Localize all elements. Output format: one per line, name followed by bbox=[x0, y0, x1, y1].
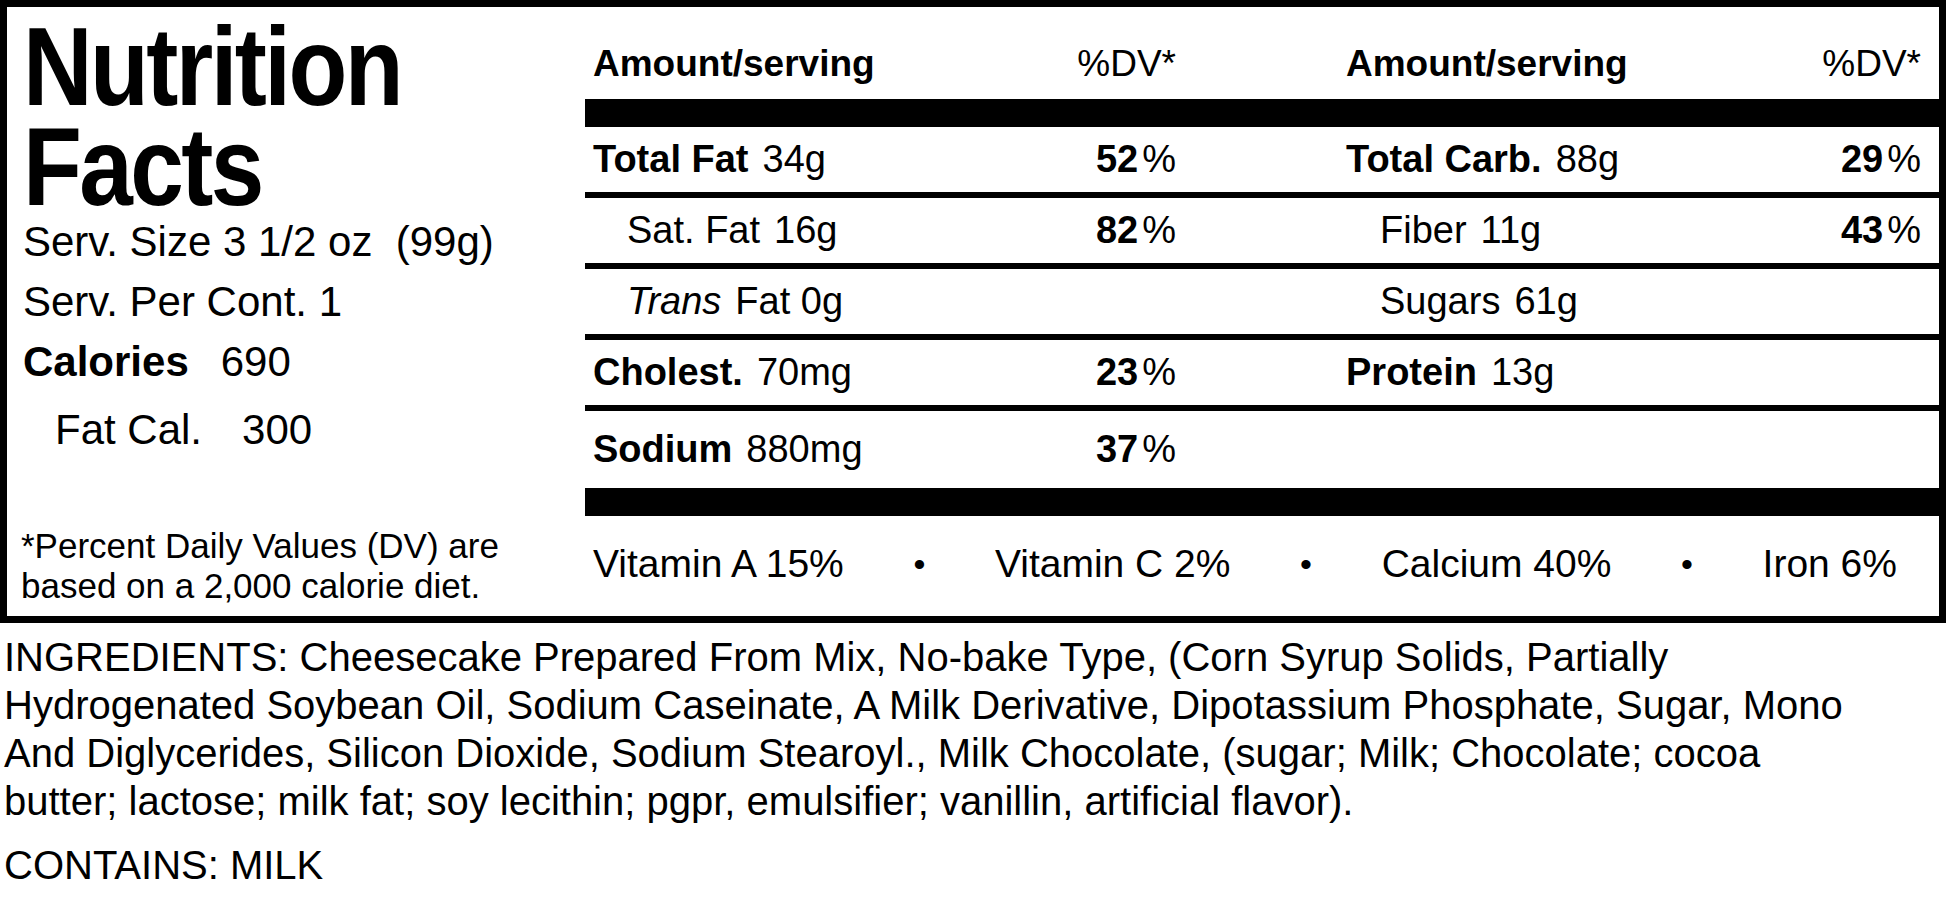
dv-percent-sign: % bbox=[1142, 209, 1176, 251]
nutrient-table: Amount/serving %DV* Amount/serving %DV* … bbox=[585, 7, 1939, 616]
cholesterol-dv: 23% bbox=[1010, 351, 1182, 394]
calcium-value: Calcium 40% bbox=[1382, 542, 1612, 586]
header-amount-serving-right: Amount/serving bbox=[1182, 43, 1702, 85]
nutrient-amount: 88g bbox=[1556, 138, 1619, 180]
dv-number: 23 bbox=[1096, 351, 1138, 393]
servings-per-container: Serv. Per Cont. 1 bbox=[23, 277, 585, 327]
table-row-sat-fat-fiber: Sat. Fat 16g 82% Fiber 11g 43% bbox=[585, 198, 1939, 269]
table-header-row: Amount/serving %DV* Amount/serving %DV* bbox=[585, 7, 1939, 99]
dv-number: 43 bbox=[1841, 209, 1883, 251]
nutrition-label-page: Nutrition Facts Serv. Size 3 1/2 oz (99g… bbox=[0, 0, 1946, 905]
total-carb-cell: Total Carb. 88g bbox=[1182, 138, 1702, 181]
nutrient-name: Sat. Fat bbox=[627, 209, 760, 251]
table-row-trans-fat-sugars: Trans Fat 0g Sugars 61g bbox=[585, 269, 1939, 340]
nutrition-facts-panel: Nutrition Facts Serv. Size 3 1/2 oz (99g… bbox=[0, 0, 1946, 623]
fat-calories-value: 300 bbox=[242, 406, 312, 453]
total-fat-dv: 52% bbox=[1010, 138, 1182, 181]
label-left-panel: Nutrition Facts Serv. Size 3 1/2 oz (99g… bbox=[7, 7, 585, 616]
bullet-separator: • bbox=[913, 545, 925, 584]
nutrient-name: Cholest. bbox=[593, 351, 743, 393]
nutrient-name: Sodium bbox=[593, 428, 732, 470]
nutrient-amount: Fat 0g bbox=[735, 280, 843, 322]
title-line-1: Nutrition bbox=[23, 17, 506, 117]
nutrient-amount: 880mg bbox=[746, 428, 862, 470]
nutrient-amount: 13g bbox=[1491, 351, 1554, 393]
nutrient-amount: 16g bbox=[774, 209, 837, 251]
trans-fat-cell: Trans Fat 0g bbox=[585, 280, 1010, 323]
header-amount-serving-left: Amount/serving bbox=[585, 43, 1010, 85]
table-row-cholesterol-protein: Cholest. 70mg 23% Protein 13g bbox=[585, 340, 1939, 411]
total-carb-dv: 29% bbox=[1702, 138, 1939, 181]
fat-calories-label: Fat Cal. bbox=[55, 406, 202, 453]
nutrient-name: Total Fat bbox=[593, 138, 749, 180]
ingredients-line-2: Hydrogenated Soybean Oil, Sodium Caseina… bbox=[4, 681, 1944, 729]
vitamins-divider-bar bbox=[585, 488, 1939, 516]
nutrient-amount: 61g bbox=[1514, 280, 1577, 322]
ingredients-line-3: And Diglycerides, Silicon Dioxide, Sodiu… bbox=[4, 729, 1944, 777]
fiber-cell: Fiber 11g bbox=[1182, 209, 1702, 252]
header-dv-left: %DV* bbox=[1010, 43, 1182, 85]
calories-line: Calories 690 bbox=[23, 337, 585, 387]
ingredients-line-1: INGREDIENTS: Cheesecake Prepared From Mi… bbox=[4, 633, 1944, 681]
dv-percent-sign: % bbox=[1887, 209, 1921, 251]
nutrient-name: Sugars bbox=[1380, 280, 1500, 322]
bullet-separator: • bbox=[1681, 545, 1693, 584]
dv-number: 82 bbox=[1096, 209, 1138, 251]
vitamin-a-value: Vitamin A 15% bbox=[593, 542, 844, 586]
vitamins-minerals-row: Vitamin A 15% • Vitamin C 2% • Calcium 4… bbox=[585, 516, 1939, 616]
protein-dv bbox=[1702, 351, 1939, 394]
dv-percent-sign: % bbox=[1142, 351, 1176, 393]
header-divider-bar bbox=[585, 99, 1939, 127]
dv-percent-sign: % bbox=[1887, 138, 1921, 180]
dv-percent-sign: % bbox=[1142, 138, 1176, 180]
sat-fat-cell: Sat. Fat 16g bbox=[585, 209, 1010, 252]
sugars-dv bbox=[1702, 280, 1939, 323]
vitamin-c-value: Vitamin C 2% bbox=[995, 542, 1231, 586]
cholesterol-cell: Cholest. 70mg bbox=[585, 351, 1010, 394]
sodium-cell: Sodium 880mg bbox=[585, 428, 1010, 471]
nutrient-amount: 34g bbox=[763, 138, 826, 180]
nutrient-name: Total Carb. bbox=[1346, 138, 1542, 180]
ingredients-section: INGREDIENTS: Cheesecake Prepared From Mi… bbox=[4, 633, 1944, 889]
sat-fat-dv: 82% bbox=[1010, 209, 1182, 252]
sodium-dv: 37% bbox=[1010, 428, 1182, 471]
bullet-separator: • bbox=[1300, 545, 1312, 584]
nutrient-name: Trans bbox=[627, 280, 721, 322]
sugars-cell: Sugars 61g bbox=[1182, 280, 1702, 323]
protein-cell: Protein 13g bbox=[1182, 351, 1702, 394]
fat-calories-line: Fat Cal. 300 bbox=[23, 405, 585, 455]
dv-number: 37 bbox=[1096, 428, 1138, 470]
fiber-dv: 43% bbox=[1702, 209, 1939, 252]
table-row-sodium: Sodium 880mg 37% bbox=[585, 411, 1939, 488]
ingredients-line-4: butter; lactose; milk fat; soy lecithin;… bbox=[4, 777, 1944, 825]
nutrient-amount: 70mg bbox=[757, 351, 852, 393]
calories-value: 690 bbox=[221, 338, 291, 385]
calories-label: Calories bbox=[23, 338, 189, 385]
iron-value: Iron 6% bbox=[1763, 542, 1897, 586]
nutrient-name: Fiber bbox=[1380, 209, 1467, 251]
dv-number: 52 bbox=[1096, 138, 1138, 180]
dv-percent-sign: % bbox=[1142, 428, 1176, 470]
footnote-line-2: based on a 2,000 calorie diet. bbox=[21, 566, 499, 606]
total-fat-cell: Total Fat 34g bbox=[585, 138, 1010, 181]
nutrient-amount: 11g bbox=[1481, 209, 1542, 251]
trans-fat-dv bbox=[1010, 280, 1182, 323]
title-line-2: Facts bbox=[23, 117, 506, 217]
nutrient-name: Protein bbox=[1346, 351, 1477, 393]
nutrition-facts-title: Nutrition Facts bbox=[23, 17, 506, 217]
table-row-total-fat-total-carb: Total Fat 34g 52% Total Carb. 88g 29% bbox=[585, 127, 1939, 198]
footnote-line-1: *Percent Daily Values (DV) are bbox=[21, 526, 499, 566]
allergen-contains-statement: CONTAINS: MILK bbox=[4, 841, 1944, 889]
daily-values-footnote: *Percent Daily Values (DV) are based on … bbox=[21, 526, 499, 606]
dv-number: 29 bbox=[1841, 138, 1883, 180]
header-dv-right: %DV* bbox=[1702, 43, 1939, 85]
